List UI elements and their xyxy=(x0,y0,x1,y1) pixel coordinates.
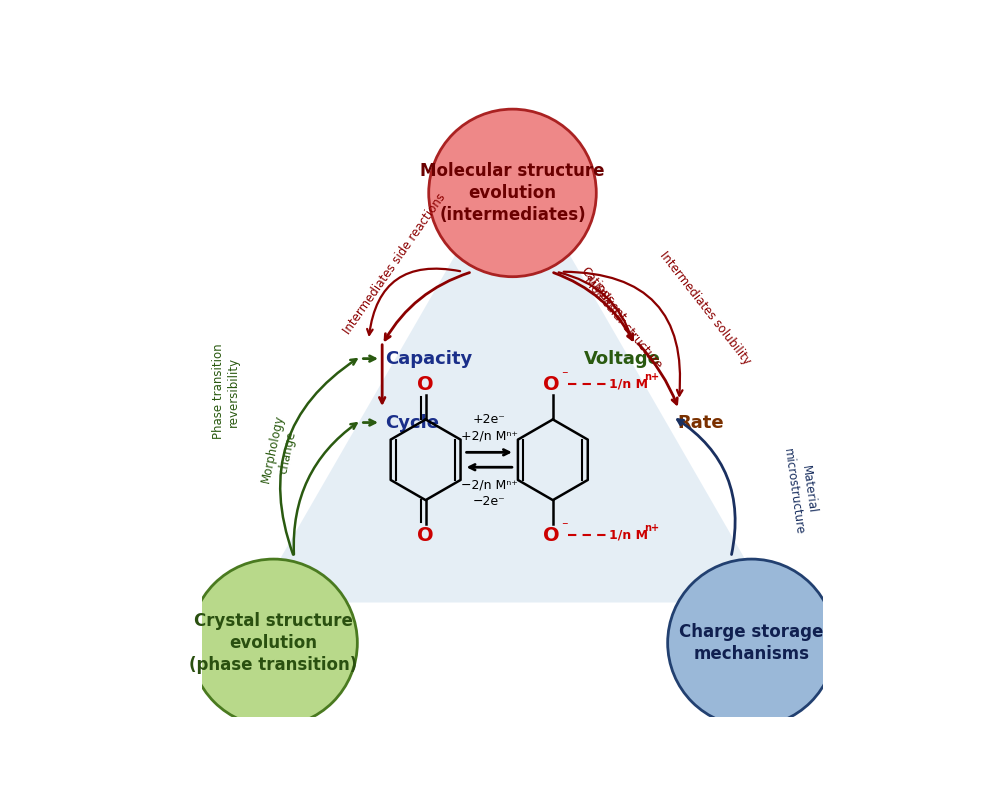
Text: Material
microstructure: Material microstructure xyxy=(781,446,821,536)
Ellipse shape xyxy=(668,559,835,727)
Text: −2e⁻: −2e⁻ xyxy=(473,495,506,508)
Ellipse shape xyxy=(429,109,596,276)
Text: Charge storage
mechanisms: Charge storage mechanisms xyxy=(679,623,824,663)
Text: Intermediates side reactions: Intermediates side reactions xyxy=(341,191,448,337)
Text: Cations: Cations xyxy=(578,265,616,307)
Text: O: O xyxy=(543,375,560,393)
Text: Intermediates solubility: Intermediates solubility xyxy=(657,248,753,367)
Text: n+: n+ xyxy=(644,372,659,381)
Ellipse shape xyxy=(190,559,357,727)
Polygon shape xyxy=(255,156,770,603)
Text: Rate: Rate xyxy=(677,413,724,431)
Text: Capacity: Capacity xyxy=(385,350,473,368)
Text: ⁻: ⁻ xyxy=(561,369,567,382)
Text: ⁻: ⁻ xyxy=(561,521,567,534)
Text: Morphology
change: Morphology change xyxy=(259,413,301,488)
Text: 1/n M: 1/n M xyxy=(609,529,648,542)
Text: O: O xyxy=(417,375,434,393)
Text: Solvent: Solvent xyxy=(589,281,628,324)
Text: −2/n Mⁿ⁺: −2/n Mⁿ⁺ xyxy=(461,478,518,491)
Text: n+: n+ xyxy=(644,523,659,533)
Text: Molecular structure
evolution
(intermediates): Molecular structure evolution (intermedi… xyxy=(420,162,605,224)
Text: Phase transition
reversibility: Phase transition reversibility xyxy=(212,343,240,439)
Text: Crystal structure
evolution
(phase transition): Crystal structure evolution (phase trans… xyxy=(189,612,358,674)
Text: O: O xyxy=(417,526,434,545)
Text: +2e⁻: +2e⁻ xyxy=(473,413,506,426)
Text: O: O xyxy=(543,526,560,545)
Text: Voltage: Voltage xyxy=(584,350,661,368)
Text: 1/n M: 1/n M xyxy=(609,377,648,391)
Text: +2/n Mⁿ⁺: +2/n Mⁿ⁺ xyxy=(461,430,518,442)
Text: Cycle: Cycle xyxy=(385,413,439,431)
Text: Molecular structure: Molecular structure xyxy=(581,274,665,371)
